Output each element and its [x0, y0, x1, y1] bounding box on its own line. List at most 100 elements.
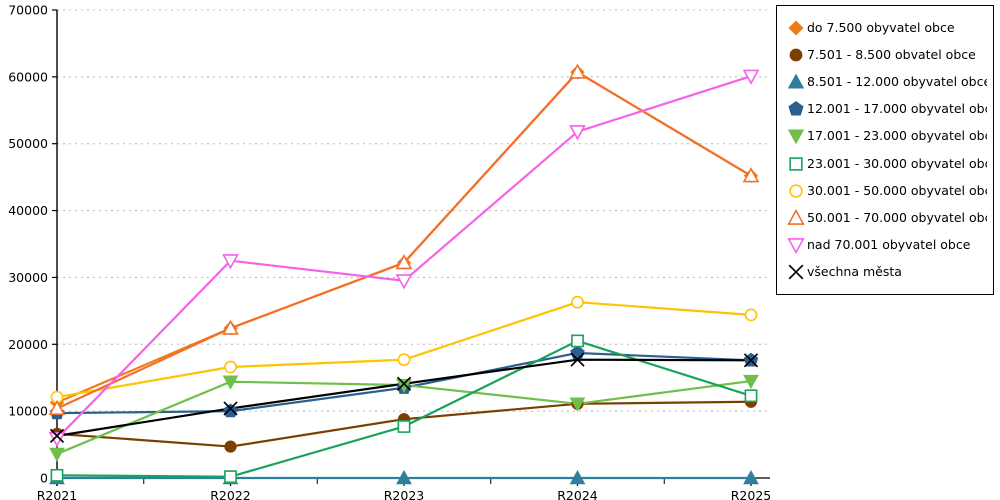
legend-marker-svg	[787, 238, 805, 255]
diamond-icon	[785, 18, 807, 38]
marker-x-stroke	[788, 264, 804, 280]
legend-item[interactable]: 30.001 - 50.000 obyvatel obc...	[785, 177, 987, 204]
marker-x-stroke	[396, 376, 412, 391]
marker-triangle-up	[569, 63, 586, 79]
legend-item[interactable]: nad 70.001 obyvatel obce	[785, 232, 987, 259]
legend-item-label: 23.001 - 30.000 obyvatel obc...	[807, 155, 987, 171]
marker-triangle-down	[569, 125, 586, 141]
square-outline-icon	[785, 154, 807, 174]
y-axis-tick-label: 60000	[8, 69, 48, 84]
marker-triangle-down	[222, 375, 239, 390]
marker-circle	[571, 295, 584, 309]
marker-circle	[397, 353, 411, 367]
series-markers	[48, 63, 760, 485]
legend-item[interactable]: všechna města	[785, 259, 987, 286]
marker-square	[397, 420, 411, 433]
legend-item[interactable]: 17.001 - 23.000 obyvatel obc...	[785, 123, 987, 150]
legend-marker-svg	[788, 101, 804, 116]
legend-item[interactable]: 50.001 - 70.000 obyvatel obc...	[785, 204, 987, 231]
marker-square	[571, 334, 584, 348]
marker-triangle-up	[787, 208, 805, 225]
marker-triangle-down	[787, 238, 805, 255]
y-axis-tick-label: 50000	[8, 136, 48, 151]
marker-triangle-down	[742, 69, 760, 85]
marker-triangle-down	[395, 274, 413, 290]
marker-triangle-up	[569, 469, 586, 485]
legend-item-label: 7.501 - 8.500 obvatel obce	[807, 46, 976, 62]
legend-item[interactable]: do 7.500 obyvatel obce	[785, 14, 987, 41]
legend-marker-svg	[789, 156, 803, 171]
circle-icon	[785, 45, 807, 65]
marker-triangle-up	[743, 469, 759, 485]
marker-x-stroke	[743, 353, 759, 368]
legend-item-label: 8.501 - 12.000 obyvatel obce	[807, 73, 987, 89]
chart-svg: 70000 60000 50000 40000 30000 20000 10000 0 R202…	[8, 3, 770, 500]
triangle-up-icon	[785, 72, 807, 92]
marker-triangle-down	[396, 378, 412, 394]
legend-item-label: 17.001 - 23.000 obyvatel obc...	[807, 128, 987, 144]
legend-items-container: do 7.500 obyvatel obce 7.501 - 8.500 obva…	[785, 14, 987, 286]
legend-item-label: 50.001 - 70.000 obyvatel obc...	[807, 209, 987, 225]
legend-item[interactable]: 7.501 - 8.500 obvatel obce	[785, 41, 987, 68]
x-axis-tick-label: R2022	[210, 488, 251, 500]
marker-x	[570, 352, 585, 367]
marker-triangle-down	[787, 129, 805, 145]
legend-marker-svg	[787, 73, 805, 89]
triangle-down-icon	[785, 126, 807, 146]
marker-triangle-down	[743, 374, 759, 390]
x-axis-tick-label: R2023	[384, 488, 425, 500]
circle-outline-icon	[785, 181, 807, 201]
legend-item-label: 30.001 - 50.000 obyvatel obc...	[807, 182, 987, 198]
triangle-down-outline-icon	[785, 235, 807, 255]
marker-circle	[224, 440, 237, 453]
y-axis-tick-label: 0	[40, 471, 48, 486]
marker-circle	[224, 360, 237, 374]
legend-item-label: do 7.500 obyvatel obce	[807, 19, 955, 35]
legend-marker-svg	[787, 129, 805, 145]
y-axis-tick-label: 10000	[8, 404, 48, 419]
chart-legend: do 7.500 obyvatel obce 7.501 - 8.500 obva…	[776, 5, 994, 295]
legend-marker-svg	[787, 208, 805, 225]
marker-x	[788, 264, 804, 280]
legend-item[interactable]: 8.501 - 12.000 obyvatel obce	[785, 68, 987, 95]
triangle-up-outline-icon	[785, 208, 807, 228]
marker-triangle-up	[396, 469, 412, 485]
marker-x-stroke	[49, 428, 65, 443]
line-chart-plot-area: 70000 60000 50000 40000 30000 20000 10000 0 R202…	[8, 3, 770, 500]
y-axis-tick-label: 70000	[8, 3, 48, 18]
marker-x	[743, 353, 759, 368]
y-axis-tick-label: 20000	[8, 337, 48, 352]
marker-circle	[789, 48, 803, 62]
marker-x-stroke	[570, 352, 585, 367]
marker-square	[224, 470, 237, 484]
legend-item[interactable]: 12.001 - 17.000 obyvatel obc...	[785, 96, 987, 123]
legend-item-label: 12.001 - 17.000 obyvatel obc...	[807, 101, 987, 117]
marker-triangle-up	[787, 73, 805, 89]
pentagon-icon	[785, 99, 807, 119]
marker-triangle-up	[222, 319, 239, 335]
marker-x	[223, 401, 238, 416]
marker-square	[789, 156, 803, 171]
series-line	[55, 71, 753, 404]
marker-triangle-up	[48, 399, 66, 416]
legend-item-label: všechna města	[807, 264, 902, 280]
x-axis-tick-label: R2021	[37, 488, 78, 500]
marker-x-stroke	[223, 401, 238, 416]
marker-pentagon	[788, 101, 804, 116]
marker-x	[396, 376, 412, 391]
marker-diamond	[788, 20, 804, 36]
y-axis-tick-label: 40000	[8, 203, 48, 218]
marker-triangle-up	[395, 254, 413, 270]
y-axis-tick-label: 30000	[8, 270, 48, 285]
legend-marker-svg	[788, 264, 804, 280]
x-axis-tick-label: R2024	[557, 488, 598, 500]
marker-circle	[789, 184, 803, 198]
legend-item[interactable]: 23.001 - 30.000 obyvatel obc...	[785, 150, 987, 177]
marker-triangle-down	[222, 254, 239, 270]
marker-pentagon	[223, 403, 238, 418]
marker-x	[49, 428, 65, 443]
marker-square	[744, 389, 758, 403]
x-axis-tick-label: R2025	[731, 488, 770, 500]
marker-triangle-down	[569, 397, 586, 412]
